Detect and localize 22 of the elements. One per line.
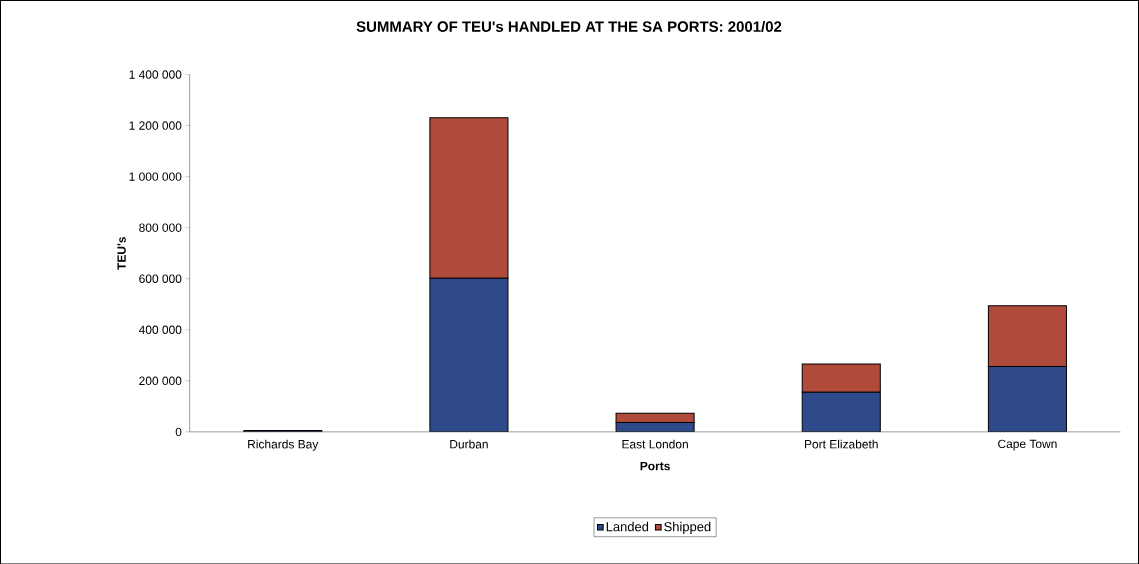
x-tick-label: Durban: [450, 439, 488, 449]
y-tick-label: 0: [175, 427, 182, 436]
y-tick-label: 600 000: [139, 274, 182, 283]
x-tick-label: East London: [622, 439, 688, 449]
x-axis-title: Ports: [640, 461, 670, 471]
bar: [429, 277, 509, 432]
y-tick-label: 1 200 000: [129, 121, 182, 130]
legend-label: Landed: [606, 521, 649, 532]
legend-label: Shipped: [664, 521, 711, 534]
bar: [801, 391, 881, 432]
chart-title: SUMMARY OF TEU's HANDLED AT THE SA PORTS: 2001/02: [356, 20, 782, 32]
x-tick-label: Port Elizabeth: [804, 439, 878, 449]
y-tick-label: 400 000: [138, 325, 182, 334]
y-tick-label: 1 400 000: [129, 70, 182, 79]
x-tick-label: Richards Bay: [248, 439, 319, 451]
x-tick-label: Cape Town: [998, 439, 1057, 451]
y-axis-title: TEU's: [117, 236, 126, 270]
bar: [987, 365, 1067, 432]
y-tick-label: 1 000 000: [129, 172, 182, 181]
y-tick-label: 800 000: [139, 223, 182, 232]
y-tick-label: 200 000: [139, 376, 182, 385]
bar: [801, 363, 881, 393]
